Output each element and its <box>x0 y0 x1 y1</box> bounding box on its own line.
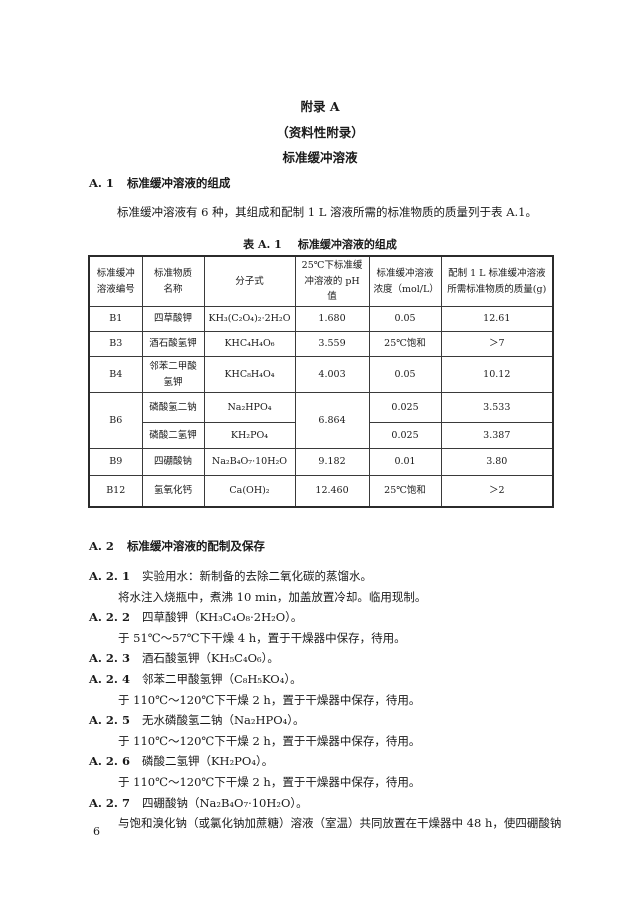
cell-formula: Na₂HPO₄ <box>203 392 296 424</box>
cell-concentration: 0.05 <box>368 306 442 333</box>
cell-id: B4 <box>88 356 143 394</box>
cell-concentration: 0.025 <box>368 392 442 424</box>
cell-ph: 9.182 <box>294 448 370 477</box>
table-row-b4: B4 邻苯二甲酸氢钾 KHC₈H₄O₄ 4.003 0.05 10.12 <box>88 356 554 394</box>
clause-a2-2-detail: 于 51℃～57℃下干燥 4 h，置于干燥器中保存，待用。 <box>118 630 406 645</box>
table-caption-label: 表 A. 1 <box>243 238 282 251</box>
cell-formula: KHC₄H₄O₆ <box>203 331 296 358</box>
clause-a2-1-detail: 将水注入烧瓶中，煮沸 10 min，加盖放置冷却。临用现制。 <box>118 589 427 604</box>
table-row-b9: B9 四硼酸钠 Na₂B₄O₇·10H₂O 9.182 0.01 3.80 <box>88 448 554 477</box>
table-row-b1: B1 四草酸钾 KH₃(C₂O₄)₂·2H₂O 1.680 0.05 12.61 <box>88 306 554 333</box>
cell-ph: 4.003 <box>294 356 370 394</box>
cell-mass: 3.387 <box>440 422 554 450</box>
table-row-b12: B12 氢氧化钙 Ca(OH)₂ 12.460 25℃饱和 ＞2 <box>88 475 554 508</box>
cell-concentration: 0.01 <box>368 448 442 477</box>
table-caption-title: 标准缓冲溶液的组成 <box>297 238 397 251</box>
cell-concentration: 25℃饱和 <box>368 475 442 508</box>
clause-a2-1: A. 2. 1 实验用水：新制备的去除二氧化碳的蒸馏水。 <box>89 569 372 583</box>
col-header-substance: 标准物质 名称 <box>141 255 205 308</box>
section-a2-number: A. 2 <box>89 539 114 553</box>
cell-formula: Na₂B₄O₇·10H₂O <box>203 448 296 477</box>
cell-mass: 10.12 <box>440 356 554 394</box>
col-header-ph: 25℃下标准缓 冲溶液的 pH 值 <box>294 255 370 308</box>
section-a2-title: 标准缓冲溶液的配制及保存 <box>126 539 265 553</box>
cell-concentration: 0.025 <box>368 422 442 450</box>
cell-mass: 3.533 <box>440 392 554 424</box>
cell-mass: ＞7 <box>440 331 554 358</box>
cell-mass: 12.61 <box>440 306 554 333</box>
col-header-id: 标准缓冲 溶液编号 <box>88 255 143 308</box>
cell-id: B3 <box>88 331 143 358</box>
cell-substance: 酒石酸氢钾 <box>141 331 205 358</box>
appendix-subtitle: （资料性附录） <box>276 124 364 140</box>
cell-mass: 3.80 <box>440 448 554 477</box>
appendix-heading: 附录 A （资料性附录） 标准缓冲溶液 <box>0 94 640 171</box>
page-number: 6 <box>93 825 100 838</box>
table-row-b3: B3 酒石酸氢钾 KHC₄H₄O₆ 3.559 25℃饱和 ＞7 <box>88 331 554 358</box>
cell-ph: 6.864 <box>294 392 370 450</box>
col-header-mass: 配制 1 L 标准缓冲溶液 所需标准物质的质量(g) <box>440 255 554 308</box>
cell-formula: KH₃(C₂O₄)₂·2H₂O <box>203 306 296 333</box>
cell-id: B12 <box>88 475 143 508</box>
section-a2-heading: A. 2 标准缓冲溶液的配制及保存 <box>89 538 265 554</box>
buffer-solutions-table: 标准缓冲 溶液编号 标准物质 名称 分子式 25℃下标准缓 冲溶液的 pH 值 标准缓… <box>88 255 555 508</box>
clause-a2-6: A. 2. 6 磷酸二氢钾（KH₂PO₄）。 <box>89 754 274 769</box>
cell-substance: 邻苯二甲酸氢钾 <box>141 356 205 394</box>
section-a1-title: 标准缓冲溶液的组成 <box>126 176 231 190</box>
cell-concentration: 0.05 <box>368 356 442 394</box>
cell-substance: 磷酸二氢钾 <box>141 422 205 450</box>
cell-formula: KHC₈H₄O₄ <box>203 356 296 394</box>
section-a2-clauses: A. 2. 1 实验用水：新制备的去除二氧化碳的蒸馏水。 将水注入烧瓶中，煮沸 1… <box>89 566 589 834</box>
table-row-b6-b: 磷酸二氢钾 KH₂PO₄ 0.025 3.387 <box>89 422 554 450</box>
clause-a2-7-detail: 与饱和溴化钠（或氯化钠加蔗糖）溶液（室温）共同放置在干燥器中 48 h，使四硼酸… <box>118 816 562 831</box>
section-a1-paragraph: 标准缓冲溶液有 6 种，其组成和配制 1 L 溶液所需的标准物质的质量列于表 A… <box>117 205 537 219</box>
section-a1-number: A. 1 <box>89 176 114 190</box>
clause-a2-6-detail: 于 110℃～120℃下干燥 2 h，置于干燥器中保存，待用。 <box>118 774 421 789</box>
cell-substance: 四草酸钾 <box>141 306 205 333</box>
cell-id: B6 <box>88 392 143 450</box>
col-header-formula: 分子式 <box>203 255 296 308</box>
cell-ph: 12.460 <box>294 475 370 508</box>
clause-a2-7: A. 2. 7 四硼酸钠（Na₂B₄O₇·10H₂O）。 <box>89 795 308 810</box>
table-header-row: 标准缓冲 溶液编号 标准物质 名称 分子式 25℃下标准缓 冲溶液的 pH 值 标准缓… <box>88 255 554 308</box>
clause-a2-4: A. 2. 4 邻苯二甲酸氢钾（C₈H₅KO₄）。 <box>89 671 302 686</box>
appendix-name: 标准缓冲溶液 <box>282 150 358 165</box>
cell-substance: 氢氧化钙 <box>141 475 205 508</box>
table-row-b6-a: B6 磷酸氢二钠 Na₂HPO₄ 6.864 0.025 3.533 <box>88 392 554 450</box>
clause-a2-5-detail: 于 110℃～120℃下干燥 2 h，置于干燥器中保存，待用。 <box>118 733 421 748</box>
appendix-title: 附录 A <box>300 99 340 114</box>
col-header-concentration: 标准缓冲溶液 浓度（mol/L） <box>368 255 442 308</box>
cell-substance: 磷酸氢二钠 <box>141 392 205 424</box>
cell-formula: Ca(OH)₂ <box>203 475 296 508</box>
clause-a2-2: A. 2. 2 四草酸钾（KH₃C₄O₈·2H₂O）。 <box>89 610 303 625</box>
clause-a2-4-detail: 于 110℃～120℃下干燥 2 h，置于干燥器中保存，待用。 <box>118 692 421 707</box>
cell-id: B1 <box>88 306 143 333</box>
cell-formula: KH₂PO₄ <box>203 422 296 450</box>
table-caption: 表 A. 1 标准缓冲溶液的组成 <box>0 236 640 252</box>
section-a1-heading: A. 1 标准缓冲溶液的组成 <box>89 175 230 191</box>
clause-a2-5: A. 2. 5 无水磷酸氢二钠（Na₂HPO₄）。 <box>89 713 305 728</box>
cell-ph: 1.680 <box>294 306 370 333</box>
cell-mass: ＞2 <box>440 475 554 508</box>
cell-substance: 四硼酸钠 <box>141 448 205 477</box>
cell-id: B9 <box>88 448 143 477</box>
cell-concentration: 25℃饱和 <box>368 331 442 358</box>
cell-ph: 3.559 <box>294 331 370 358</box>
clause-a2-3: A. 2. 3 酒石酸氢钾（KH₅C₄O₆）。 <box>89 651 279 666</box>
